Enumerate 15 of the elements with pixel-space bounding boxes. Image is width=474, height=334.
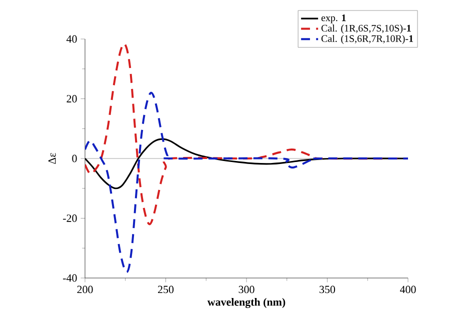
legend-label: Cal. (1R,6S,7S,10S)-1 bbox=[321, 24, 411, 34]
x-axis-title: wavelength (nm) bbox=[207, 298, 286, 308]
x-tick-label: 200 bbox=[77, 286, 93, 294]
y-tick-label: 20 bbox=[66, 95, 77, 102]
y-axis-title: Δε bbox=[48, 152, 56, 164]
legend-label: exp. 1 bbox=[321, 14, 346, 24]
x-tick-label: 400 bbox=[400, 286, 416, 294]
y-tick-label: 40 bbox=[66, 35, 77, 43]
y-tick-label: -20 bbox=[63, 214, 77, 222]
legend-label: Cal. (1S,6R,7R,10R)-1 bbox=[321, 34, 413, 44]
x-tick-label: 250 bbox=[158, 286, 174, 294]
x-tick-label: 300 bbox=[238, 286, 254, 294]
y-tick-label: 0 bbox=[72, 154, 77, 162]
x-tick-label: 350 bbox=[320, 286, 336, 294]
y-tick-label: -40 bbox=[63, 274, 77, 282]
